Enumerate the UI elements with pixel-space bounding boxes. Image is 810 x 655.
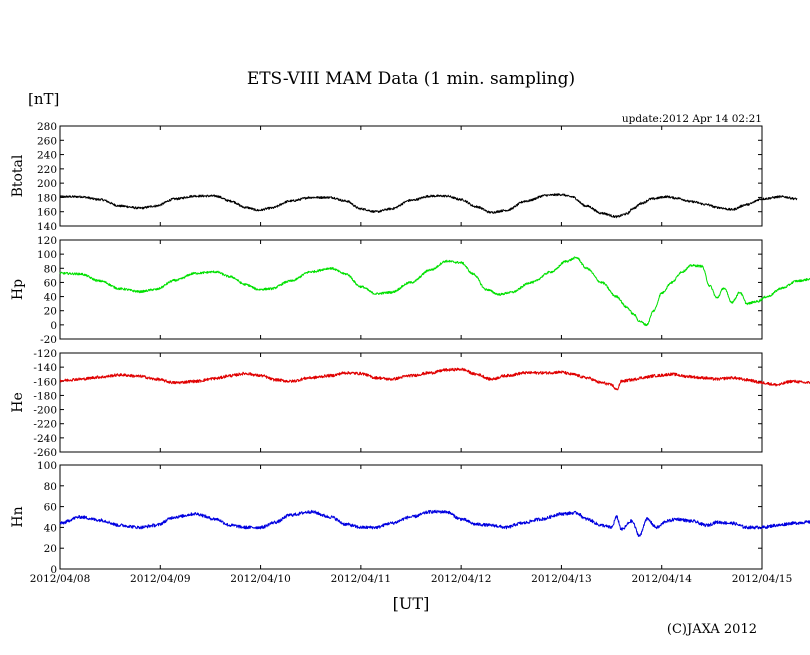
y-tick-label: 240	[37, 150, 57, 162]
unit-label: [nT]	[28, 90, 59, 108]
x-axis-label: [UT]	[393, 594, 430, 613]
update-text: update:2012 Apr 14 02:21	[622, 113, 762, 125]
copyright: (C)JAXA 2012	[667, 622, 757, 637]
y-tick-label: 100	[37, 460, 57, 472]
y-tick-label: 80	[44, 481, 57, 493]
y-tick-label: -200	[33, 405, 57, 417]
y-tick-label: 160	[37, 207, 57, 219]
x-tick-label: 2012/04/08	[30, 573, 91, 585]
x-tick-label: 2012/04/14	[631, 573, 692, 585]
x-tick-label: 2012/04/13	[531, 573, 592, 585]
panel-frame	[59, 352, 763, 453]
panel-frame	[59, 464, 763, 570]
y-tick-label: 100	[37, 249, 57, 261]
y-tick-label: 0	[50, 320, 57, 332]
x-axis-ticks: 2012/04/08 2012/04/09 2012/04/10 2012/04/11…	[30, 573, 793, 585]
y-tick-label: 200	[37, 178, 57, 190]
y-tick-label: -160	[33, 376, 57, 388]
y-tick-label: -120	[33, 348, 57, 360]
x-tick-label: 2012/04/15	[732, 573, 793, 585]
series-line	[59, 193, 798, 219]
y-tick-label: -140	[33, 362, 57, 374]
panel-btotal: 140 160 180 200 220 240 260 280 Btotal	[10, 121, 798, 233]
x-tick-label: 2012/04/09	[130, 573, 191, 585]
series-line	[59, 509, 810, 537]
y-axis-label: Hp	[10, 279, 26, 300]
y-tick-label: -260	[33, 447, 57, 459]
x-tick-label: 2012/04/11	[331, 573, 392, 585]
y-tick-label: -180	[33, 390, 57, 402]
y-tick-label: 20	[44, 543, 57, 555]
panel-hp: -20 0 20 40 60 80 100 120 Hp	[10, 235, 810, 346]
panel-frame	[59, 125, 763, 227]
y-tick-label: -220	[33, 419, 57, 431]
series-line	[59, 256, 810, 327]
y-tick-label: 220	[37, 164, 57, 176]
y-tick-label: 80	[44, 263, 57, 275]
panel-he: -260 -240 -220 -200 -180 -160 -140 -120 He	[10, 348, 810, 459]
y-tick-label: 20	[44, 306, 57, 318]
y-tick-label: 40	[44, 292, 57, 304]
y-tick-label: 0	[50, 564, 57, 576]
y-tick-label: 140	[37, 221, 57, 233]
series-line	[59, 367, 810, 391]
panel-hn: 0 20 40 60 80 100 Hn	[10, 460, 810, 576]
y-tick-label: 60	[44, 502, 57, 514]
x-tick-label: 2012/04/12	[431, 573, 492, 585]
y-axis-label: Hn	[10, 506, 26, 527]
y-tick-label: -20	[40, 334, 57, 346]
y-tick-label: 180	[37, 192, 57, 204]
chart-panels: 140160180200220240260280Btotal-200204060…	[10, 121, 810, 576]
y-tick-label: 260	[37, 135, 57, 147]
y-axis-label: He	[10, 392, 26, 413]
y-tick-label: 120	[37, 235, 57, 247]
y-axis-label: Btotal	[10, 154, 26, 197]
y-tick-label: 60	[44, 277, 57, 289]
chart-title: ETS-VIII MAM Data (1 min. sampling)	[247, 69, 575, 89]
y-tick-label: 280	[37, 121, 57, 133]
y-tick-label: 40	[44, 522, 57, 534]
y-tick-label: -240	[33, 433, 57, 445]
panel-frame	[59, 239, 763, 340]
x-tick-label: 2012/04/10	[230, 573, 291, 585]
